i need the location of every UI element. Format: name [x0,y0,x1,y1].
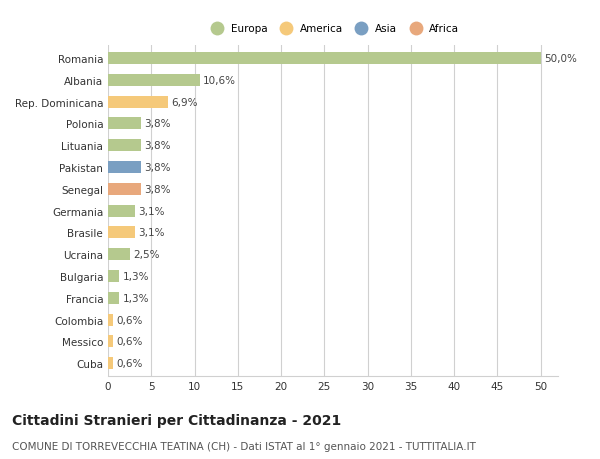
Text: 3,8%: 3,8% [145,119,171,129]
Text: 1,3%: 1,3% [123,293,149,303]
Bar [108,96,168,108]
Legend: Europa, America, Asia, Africa: Europa, America, Asia, Africa [207,24,459,34]
Text: Cittadini Stranieri per Cittadinanza - 2021: Cittadini Stranieri per Cittadinanza - 2… [12,413,341,427]
Bar [108,184,141,196]
Bar [108,205,135,217]
Bar [108,227,135,239]
Bar [108,358,113,369]
Bar [108,270,119,282]
Bar [108,140,141,152]
Text: 3,8%: 3,8% [145,141,171,151]
Text: COMUNE DI TORREVECCHIA TEATINA (CH) - Dati ISTAT al 1° gennaio 2021 - TUTTITALIA: COMUNE DI TORREVECCHIA TEATINA (CH) - Da… [12,441,476,451]
Bar [108,118,141,130]
Bar [108,292,119,304]
Text: 3,8%: 3,8% [145,185,171,195]
Text: 3,1%: 3,1% [138,228,165,238]
Text: 1,3%: 1,3% [123,271,149,281]
Text: 0,6%: 0,6% [116,315,143,325]
Bar [108,53,541,65]
Text: 10,6%: 10,6% [203,76,236,86]
Bar [108,162,141,174]
Bar [108,336,113,347]
Text: 0,6%: 0,6% [116,336,143,347]
Bar [108,75,200,87]
Text: 6,9%: 6,9% [171,97,197,107]
Text: 3,8%: 3,8% [145,162,171,173]
Text: 3,1%: 3,1% [138,206,165,216]
Text: 2,5%: 2,5% [133,250,160,260]
Bar [108,249,130,261]
Text: 0,6%: 0,6% [116,358,143,368]
Text: 50,0%: 50,0% [544,54,577,64]
Bar [108,314,113,326]
